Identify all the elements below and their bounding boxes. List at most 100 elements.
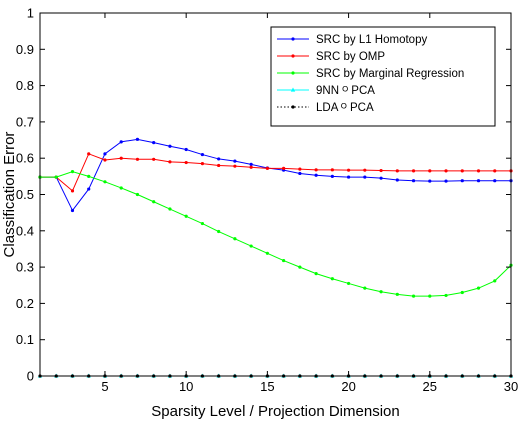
data-point <box>152 157 156 161</box>
data-point <box>493 279 497 283</box>
data-point <box>330 277 334 281</box>
data-point <box>314 173 318 177</box>
data-point <box>249 162 253 166</box>
data-point <box>103 180 107 184</box>
data-point <box>476 286 481 290</box>
data-point <box>119 140 123 144</box>
data-point <box>119 186 123 190</box>
legend-label: SRC by Marginal Regression <box>316 68 464 80</box>
data-point <box>200 162 205 166</box>
data-point <box>428 294 432 298</box>
data-point <box>103 158 107 162</box>
x-tick-label: 20 <box>341 379 355 394</box>
y-axis-label: Classification Error <box>1 132 18 258</box>
data-point <box>87 187 91 191</box>
data-point <box>87 152 91 156</box>
series-layer <box>37 137 514 378</box>
y-tick-label: 0.2 <box>16 296 34 311</box>
data-point <box>291 71 295 75</box>
data-point <box>298 167 302 171</box>
data-point <box>314 272 318 276</box>
data-point <box>168 144 172 148</box>
y-tick-label: 1 <box>27 6 34 21</box>
ticks-layer: 5 10 15 20 25 30 0 0.1 0.2 0.3 0.4 0.5 0.6 0.7 0.8 0.9 1 <box>16 6 518 395</box>
data-point <box>249 165 253 169</box>
data-point <box>291 37 295 41</box>
data-point <box>135 137 140 141</box>
legend-item: SRC by L1 Homotopy <box>277 34 427 46</box>
data-point <box>282 166 286 170</box>
data-point <box>152 200 156 204</box>
data-point <box>444 293 448 298</box>
data-point <box>330 174 334 178</box>
data-point <box>217 229 221 234</box>
data-point <box>379 168 383 173</box>
x-tick-label: 5 <box>101 379 108 394</box>
series-line <box>40 171 512 297</box>
y-tick-label: 0 <box>27 369 34 384</box>
data-point <box>135 192 140 197</box>
data-point <box>314 168 318 172</box>
data-point <box>330 168 334 172</box>
data-point <box>200 152 205 157</box>
data-point <box>103 152 107 156</box>
data-point <box>290 87 296 92</box>
legend-item: SRC by Marginal Regression <box>277 68 464 80</box>
data-point <box>444 169 448 173</box>
data-point <box>363 286 367 290</box>
x-tick-label: 15 <box>260 379 274 394</box>
data-point <box>428 179 432 183</box>
data-point <box>87 174 91 178</box>
legend-box <box>270 26 496 127</box>
data-point <box>346 281 351 286</box>
x-tick-label: 30 <box>504 379 518 394</box>
data-point <box>460 290 464 295</box>
y-tick-label: 0.4 <box>16 223 34 238</box>
series-line <box>40 138 511 212</box>
data-point <box>493 179 497 183</box>
data-point <box>411 179 416 183</box>
data-point <box>119 156 123 160</box>
data-point <box>265 251 269 255</box>
data-point <box>298 265 302 269</box>
data-point <box>152 140 156 145</box>
data-point <box>291 54 295 58</box>
data-point <box>395 292 399 296</box>
data-point <box>168 160 172 164</box>
y-tick-label: 0.6 <box>16 151 34 166</box>
data-point <box>460 179 464 183</box>
data-point <box>363 168 367 172</box>
data-point <box>168 207 172 211</box>
data-point <box>460 169 464 173</box>
data-point <box>135 157 140 161</box>
data-point <box>70 208 75 213</box>
data-point <box>363 175 367 179</box>
data-point <box>54 175 58 179</box>
series-2 <box>38 152 513 193</box>
data-point <box>411 294 416 298</box>
x-tick-label: 10 <box>179 379 193 394</box>
series-1 <box>38 137 513 213</box>
data-point <box>291 105 295 109</box>
data-point <box>70 189 75 193</box>
data-point <box>70 170 75 174</box>
data-point <box>282 258 286 263</box>
data-point <box>444 179 448 183</box>
data-point <box>428 169 432 173</box>
data-point <box>184 214 188 218</box>
legend-label: LDA ᴼ PCA <box>316 102 374 114</box>
y-tick-label: 0.7 <box>16 114 34 129</box>
y-tick-label: 0.5 <box>16 187 34 202</box>
data-point <box>233 237 237 241</box>
data-point <box>233 164 237 168</box>
data-point <box>346 168 351 172</box>
data-point <box>249 244 253 248</box>
data-point <box>184 147 188 152</box>
data-point <box>217 157 221 161</box>
data-point <box>346 175 351 179</box>
data-point <box>200 221 205 226</box>
legend-label: 9NN ᴼ PCA <box>316 85 375 97</box>
data-point <box>379 290 383 294</box>
data-point <box>476 169 481 173</box>
